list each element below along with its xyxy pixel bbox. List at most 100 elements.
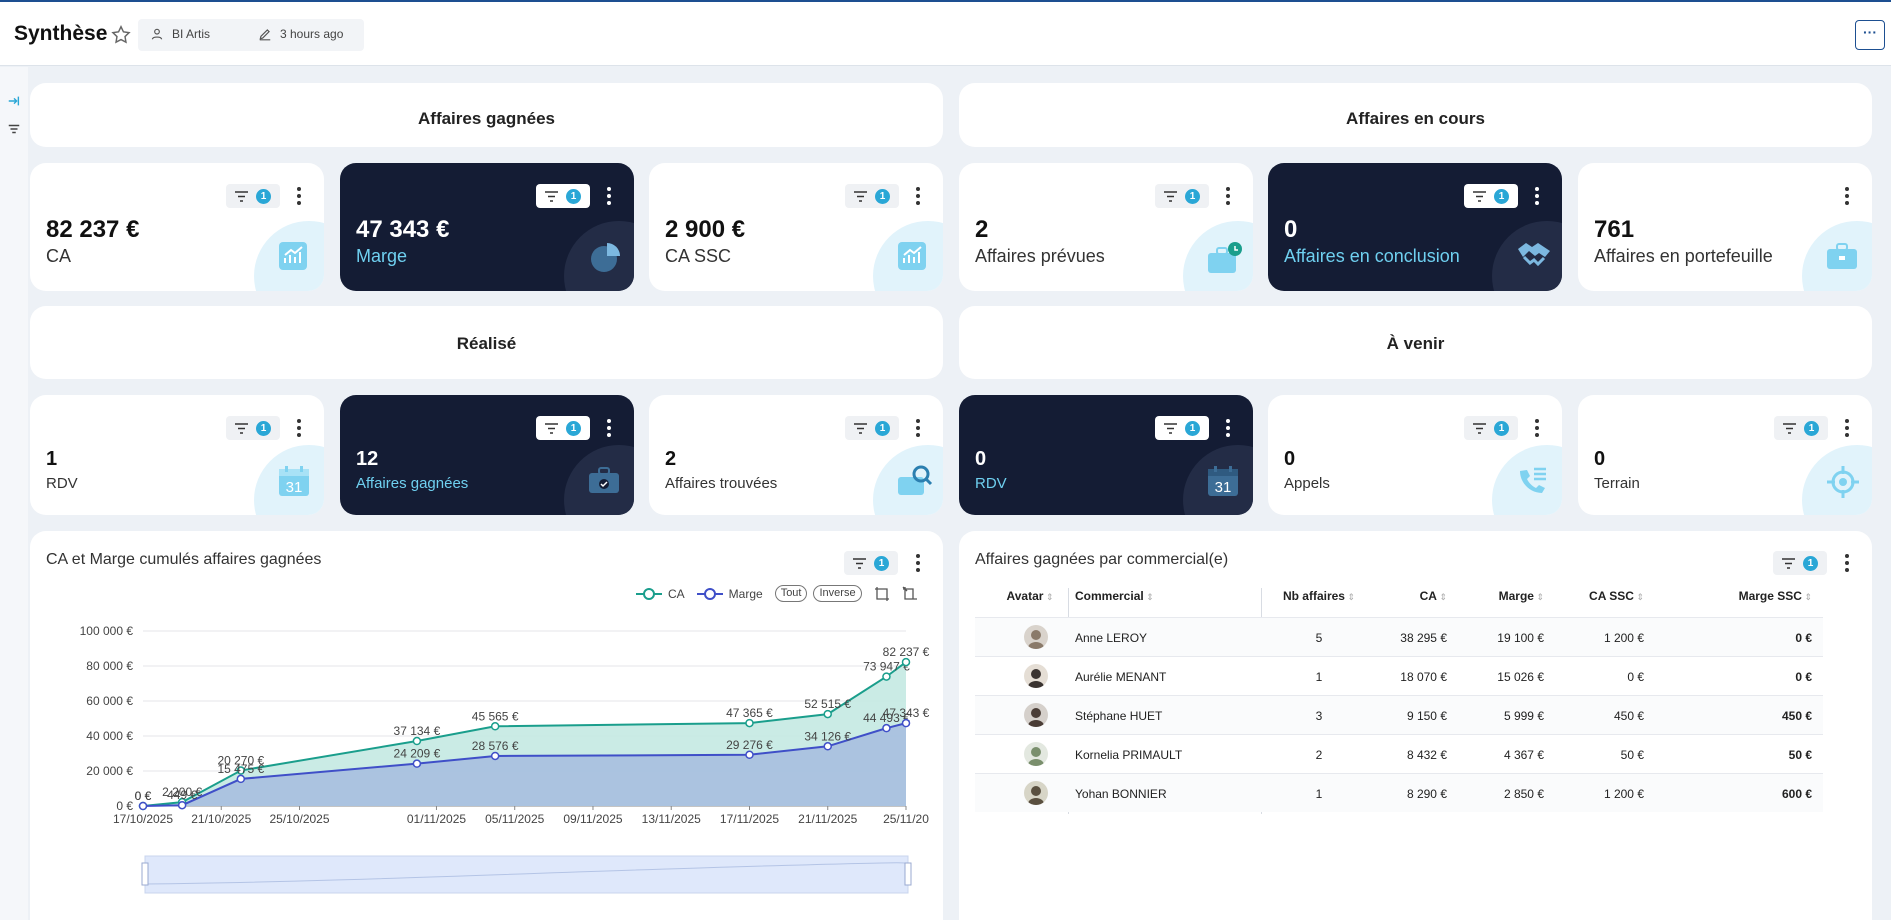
column-header[interactable]: Marge ⇕ [1454, 589, 1544, 619]
filter-chip[interactable]: 1 [845, 416, 899, 440]
kpi-value: 2 [975, 216, 989, 243]
zoom-reset-icon[interactable] [902, 586, 918, 602]
filter-chip[interactable]: 1 [1155, 416, 1209, 440]
kebab-menu-icon[interactable] [915, 187, 921, 207]
y-tick-label: 20 000 € [86, 764, 133, 778]
sort-icon[interactable]: ⇕ [1801, 592, 1812, 602]
filter-chip[interactable]: 1 [226, 416, 280, 440]
kpi-card[interactable]: 1 0 Affaires en conclusion [1268, 163, 1562, 291]
cell-ca-ssc: 1 200 € [1603, 787, 1644, 801]
legend-inverse-button[interactable]: Inverse [813, 585, 862, 602]
x-tick-label: 21/10/2025 [191, 812, 251, 826]
data-point [490, 751, 500, 761]
kebab-menu-icon[interactable] [1844, 187, 1850, 207]
data-label: 28 576 € [472, 739, 519, 753]
table-row[interactable]: Yohan BONNIER 1 8 290 € 2 850 € 1 200 € 600 € [975, 773, 1823, 812]
kpi-card[interactable]: 1 31 0 RDV [959, 395, 1253, 515]
zoom-handle-right [904, 862, 912, 886]
kebab-menu-icon[interactable] [1225, 187, 1231, 207]
kpi-card[interactable]: 1 0 Appels [1268, 395, 1562, 515]
kpi-value: 2 [665, 448, 677, 470]
kpi-card[interactable]: 1 82 237 € CA [30, 163, 324, 291]
filter-icon[interactable] [7, 122, 21, 136]
side-rail [0, 67, 28, 920]
cell-marge: 15 026 € [1497, 670, 1544, 684]
column-header[interactable]: Marge SSC ⇕ [1649, 589, 1812, 619]
kpi-value: 0 [975, 448, 987, 470]
filter-chip[interactable]: 1 [1464, 184, 1518, 208]
legend-marge[interactable]: Marge [728, 586, 763, 601]
kebab-menu-icon[interactable] [1534, 187, 1540, 207]
filter-count-badge: 1 [1185, 420, 1200, 436]
sort-icon[interactable]: ⇕ [1633, 592, 1644, 602]
data-label: 73 947 € [863, 660, 910, 674]
section-affaires-gagnees: Affaires gagnées [30, 83, 943, 147]
sort-icon[interactable]: ⇕ [1533, 592, 1544, 602]
kebab-menu-icon[interactable] [1534, 419, 1540, 439]
filter-chip[interactable]: 1 [536, 416, 590, 440]
x-tick-label: 17/10/2025 [113, 812, 173, 826]
filter-chip[interactable]: 1 [1773, 551, 1827, 575]
kpi-card[interactable]: 1 2 900 € CA SSC [649, 163, 943, 291]
column-header[interactable]: CA ⇕ [1379, 589, 1447, 619]
expand-panel-icon[interactable] [7, 94, 21, 108]
kpi-card[interactable]: 1 47 343 € Marge [340, 163, 634, 291]
table-row[interactable]: Kornelia PRIMAULT 2 8 432 € 4 367 € 50 € 50 € [975, 734, 1823, 773]
zoom-select-icon[interactable] [874, 586, 890, 602]
kpi-card[interactable]: 1 2 Affaires prévues [959, 163, 1253, 291]
filter-chip[interactable]: 1 [1155, 184, 1209, 208]
cell-name: Yohan BONNIER [1075, 787, 1167, 801]
kpi-card[interactable]: 761 Affaires en portefeuille [1578, 163, 1872, 291]
filter-chip[interactable]: 1 [1464, 416, 1518, 440]
kpi-label: Appels [1284, 475, 1330, 492]
cell-ca: 38 295 € [1400, 631, 1447, 645]
filter-icon [1164, 190, 1177, 202]
table-row[interactable]: Stéphane HUET 3 9 150 € 5 999 € 450 € 450 € [975, 695, 1823, 734]
filter-chip[interactable]: 1 [845, 184, 899, 208]
kebab-menu-icon[interactable] [296, 187, 302, 207]
cell-ca: 9 150 € [1406, 709, 1447, 723]
legend-ca[interactable]: CA [668, 586, 685, 601]
kpi-card[interactable]: 1 2 Affaires trouvées [649, 395, 943, 515]
sort-icon[interactable]: ⇕ [1143, 592, 1154, 602]
cell-marge-ssc: 0 € [1795, 631, 1812, 645]
sort-icon[interactable]: ⇕ [1043, 592, 1054, 602]
legend-tout-button[interactable]: Tout [774, 585, 808, 602]
data-label: 29 276 € [726, 738, 773, 752]
data-label: 47 365 € [726, 706, 773, 720]
cumulative-chart[interactable]: 0 €20 000 €40 000 €60 000 €80 000 €100 0… [30, 601, 943, 920]
filter-chip[interactable]: 1 [226, 184, 280, 208]
column-header[interactable]: Avatar ⇕ [999, 589, 1061, 619]
y-tick-label: 80 000 € [86, 659, 133, 673]
sort-icon[interactable]: ⇕ [1344, 592, 1356, 602]
kebab-menu-icon[interactable] [1225, 419, 1231, 439]
kebab-menu-icon[interactable] [915, 554, 921, 574]
kebab-menu-icon[interactable] [1844, 554, 1850, 574]
column-header-label: Commercial [1075, 589, 1144, 603]
column-header[interactable]: Commercial ⇕ [1075, 589, 1225, 619]
kebab-menu-icon[interactable] [606, 187, 612, 207]
kpi-card[interactable]: 1 0 Terrain [1578, 395, 1872, 515]
filter-icon [235, 190, 248, 202]
kebab-menu-icon[interactable] [915, 419, 921, 439]
kebab-menu-icon[interactable] [1844, 419, 1850, 439]
data-point [236, 766, 246, 775]
kpi-label: CA [46, 246, 72, 266]
cell-ca-ssc: 450 € [1613, 709, 1644, 723]
filter-count-badge: 1 [256, 188, 271, 204]
column-header[interactable]: CA SSC ⇕ [1549, 589, 1644, 619]
column-header[interactable]: Nb affaires ⇕ [1269, 589, 1369, 619]
kebab-menu-icon[interactable] [296, 419, 302, 439]
filter-chip[interactable]: 1 [844, 551, 898, 575]
kpi-card[interactable]: 1 31 1 RDV [30, 395, 324, 515]
sort-icon[interactable]: ⇕ [1436, 592, 1447, 602]
kpi-card[interactable]: 1 12 Affaires gagnées [340, 395, 634, 515]
filter-chip[interactable]: 1 [1774, 416, 1828, 440]
filter-chip[interactable]: 1 [536, 184, 590, 208]
table-row[interactable]: Anne LEROY 5 38 295 € 19 100 € 1 200 € 0 € [975, 617, 1823, 656]
star-icon[interactable] [110, 24, 132, 46]
kebab-menu-icon[interactable] [606, 419, 612, 439]
more-options-button[interactable]: ··· [1855, 20, 1885, 50]
table-row[interactable]: Aurélie MENANT 1 18 070 € 15 026 € 0 € 0 € [975, 656, 1823, 695]
section-title: Affaires gagnées [418, 109, 555, 128]
